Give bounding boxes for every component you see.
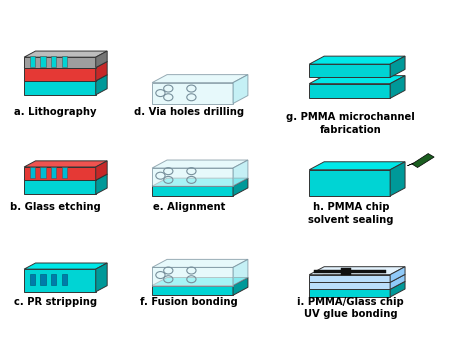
Text: a. Lithography: a. Lithography — [14, 107, 96, 117]
Polygon shape — [30, 56, 35, 67]
Polygon shape — [40, 167, 46, 178]
Polygon shape — [152, 178, 248, 186]
Polygon shape — [341, 268, 351, 275]
Polygon shape — [233, 178, 248, 196]
Polygon shape — [40, 56, 46, 67]
Polygon shape — [24, 269, 96, 292]
Polygon shape — [152, 278, 248, 286]
Polygon shape — [51, 274, 56, 285]
Polygon shape — [96, 263, 107, 292]
Polygon shape — [309, 275, 390, 282]
Polygon shape — [390, 56, 405, 77]
Polygon shape — [62, 167, 67, 178]
Polygon shape — [30, 167, 35, 178]
Polygon shape — [96, 51, 107, 68]
Polygon shape — [152, 160, 248, 168]
Polygon shape — [24, 51, 107, 57]
Polygon shape — [24, 167, 96, 180]
Polygon shape — [24, 161, 107, 167]
Polygon shape — [96, 75, 107, 95]
Polygon shape — [24, 263, 107, 269]
Polygon shape — [152, 186, 233, 196]
Polygon shape — [309, 282, 390, 289]
Polygon shape — [24, 174, 107, 180]
Polygon shape — [390, 162, 405, 196]
Polygon shape — [51, 56, 56, 67]
Polygon shape — [309, 170, 390, 196]
Polygon shape — [62, 56, 67, 67]
Polygon shape — [233, 259, 248, 286]
Polygon shape — [152, 75, 248, 83]
Polygon shape — [309, 281, 405, 289]
Polygon shape — [309, 76, 405, 84]
Polygon shape — [314, 270, 385, 273]
Text: c. PR stripping: c. PR stripping — [14, 297, 97, 307]
Polygon shape — [40, 274, 46, 285]
Polygon shape — [96, 174, 107, 194]
Polygon shape — [152, 267, 233, 286]
Polygon shape — [24, 180, 96, 194]
Polygon shape — [24, 57, 96, 68]
Text: d. Via holes drilling: d. Via holes drilling — [134, 107, 244, 117]
Text: e. Alignment: e. Alignment — [153, 202, 225, 212]
Polygon shape — [152, 259, 248, 267]
Polygon shape — [309, 289, 390, 297]
Polygon shape — [233, 160, 248, 186]
Polygon shape — [309, 56, 405, 64]
Polygon shape — [96, 161, 107, 180]
Polygon shape — [412, 154, 434, 168]
Polygon shape — [30, 274, 35, 285]
Polygon shape — [24, 62, 107, 68]
Polygon shape — [309, 274, 405, 282]
Polygon shape — [152, 286, 233, 295]
Text: g. PMMA microchannel
fabrication: g. PMMA microchannel fabrication — [286, 112, 415, 135]
Polygon shape — [390, 76, 405, 98]
Polygon shape — [24, 81, 96, 95]
Polygon shape — [390, 267, 405, 282]
Polygon shape — [309, 84, 390, 98]
Polygon shape — [390, 274, 405, 289]
Text: b. Glass etching: b. Glass etching — [9, 202, 100, 212]
Text: i. PMMA/Glass chip
UV glue bonding: i. PMMA/Glass chip UV glue bonding — [298, 297, 404, 320]
Polygon shape — [309, 162, 405, 170]
Polygon shape — [62, 274, 67, 285]
Polygon shape — [152, 168, 233, 186]
Text: f. Fusion bonding: f. Fusion bonding — [140, 297, 238, 307]
Polygon shape — [233, 278, 248, 295]
Polygon shape — [24, 68, 96, 81]
Polygon shape — [51, 167, 56, 178]
Polygon shape — [309, 267, 405, 275]
Polygon shape — [390, 281, 405, 297]
Polygon shape — [309, 64, 390, 77]
Text: h. PMMA chip
solvent sealing: h. PMMA chip solvent sealing — [308, 202, 393, 225]
Polygon shape — [96, 62, 107, 81]
Polygon shape — [24, 75, 107, 81]
Polygon shape — [152, 83, 233, 104]
Polygon shape — [233, 75, 248, 104]
Polygon shape — [407, 163, 413, 166]
